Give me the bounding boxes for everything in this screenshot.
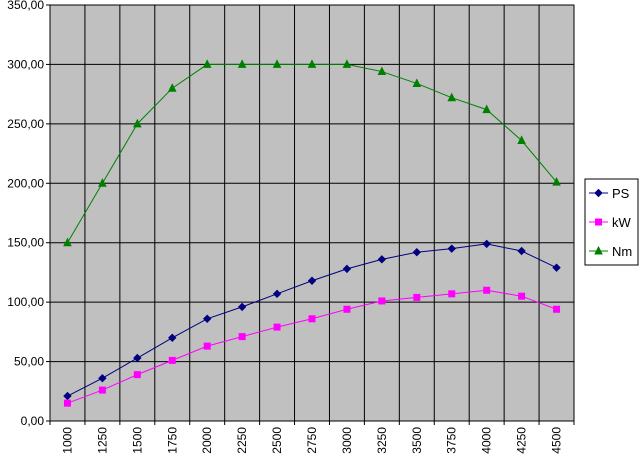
- x-tick-label: 1500: [130, 427, 144, 454]
- data-point-marker: [342, 59, 352, 68]
- data-point-marker: [412, 248, 422, 257]
- series-lines: [63, 59, 561, 407]
- x-tick-label: 1750: [165, 427, 179, 454]
- x-tick-label: 3500: [410, 427, 424, 454]
- gridlines: [50, 5, 574, 421]
- x-tick-label: 3750: [445, 427, 459, 454]
- data-point-marker: [168, 333, 177, 343]
- y-tick-label: 300,00: [7, 57, 44, 71]
- series-kw: [63, 286, 561, 407]
- x-tick-label: 2250: [235, 427, 249, 454]
- legend-label: Nm: [612, 244, 632, 259]
- data-point-marker: [133, 371, 141, 379]
- data-point-marker: [482, 239, 491, 249]
- y-axis-tick-labels: 0,00 50,00 100,00 150,00 200,00 250,00 300,00 3…: [7, 0, 50, 428]
- data-point-marker: [63, 237, 72, 247]
- x-tick-label: 1000: [60, 427, 74, 454]
- data-point-marker: [273, 323, 281, 331]
- series-ps: [63, 239, 561, 401]
- data-point-marker: [167, 83, 177, 92]
- data-point-marker: [98, 374, 107, 383]
- y-tick-label: 0,00: [21, 414, 45, 428]
- data-point-marker: [517, 246, 526, 256]
- x-tick-label: 4250: [515, 427, 529, 454]
- x-tick-label: 4000: [480, 427, 494, 454]
- data-point-marker: [518, 292, 526, 300]
- data-point-marker: [517, 135, 526, 144]
- data-point-marker: [308, 315, 316, 323]
- y-tick-label: 100,00: [7, 295, 44, 309]
- legend-item-kw: kW: [589, 215, 632, 230]
- data-point-marker: [237, 302, 247, 312]
- plot-area: [49, 4, 575, 422]
- x-tick-label: 2000: [200, 427, 214, 454]
- x-tick-label: 3250: [375, 427, 389, 454]
- y-tick-label: 50,00: [14, 355, 44, 369]
- data-point-marker: [594, 245, 603, 255]
- data-point-marker: [342, 264, 352, 274]
- data-point-marker: [377, 66, 387, 76]
- y-tick-label: 150,00: [7, 236, 44, 250]
- legend: PS kW Nm: [584, 178, 639, 266]
- data-point-marker: [412, 78, 422, 87]
- x-tick-label: 1250: [95, 427, 109, 454]
- x-tick-label: 3000: [340, 427, 354, 454]
- data-point-marker: [343, 305, 351, 313]
- data-point-marker: [447, 244, 456, 253]
- data-point-marker: [98, 386, 106, 394]
- data-point-marker: [307, 276, 317, 285]
- data-point-marker: [237, 59, 247, 68]
- data-point-marker: [307, 59, 317, 68]
- data-point-marker: [483, 286, 491, 294]
- data-point-marker: [272, 289, 282, 299]
- series-nm: [63, 59, 561, 247]
- data-point-marker: [378, 297, 386, 305]
- data-point-marker: [594, 188, 603, 198]
- data-point-marker: [447, 92, 457, 102]
- legend-item-ps: PS: [589, 186, 630, 201]
- data-point-marker: [413, 293, 421, 301]
- y-tick-label: 200,00: [7, 176, 44, 190]
- legend-label: PS: [612, 186, 630, 201]
- data-point-marker: [595, 218, 602, 226]
- x-tick-label: 2500: [270, 427, 284, 454]
- x-tick-label: 2750: [305, 427, 319, 454]
- data-point-marker: [553, 305, 561, 313]
- data-point-marker: [63, 391, 72, 401]
- data-point-marker: [552, 263, 561, 272]
- data-point-marker: [482, 104, 491, 114]
- data-point-marker: [133, 118, 142, 128]
- y-tick-label: 350,00: [7, 0, 44, 12]
- data-point-marker: [202, 59, 212, 68]
- y-tick-label: 250,00: [7, 117, 44, 131]
- data-point-marker: [377, 255, 387, 264]
- data-point-marker: [133, 353, 142, 363]
- data-point-marker: [552, 176, 561, 186]
- data-point-marker: [98, 178, 107, 187]
- data-point-marker: [238, 333, 246, 341]
- legend-label: kW: [612, 215, 632, 230]
- x-axis-tick-labels: 1000 1250 1500 1750 2000 2250 2500 2750 3000 3250…: [49, 421, 575, 454]
- data-point-marker: [272, 59, 282, 68]
- x-tick-label: 4500: [550, 427, 564, 454]
- data-point-marker: [448, 290, 456, 298]
- data-point-marker: [63, 399, 71, 407]
- data-point-marker: [168, 356, 176, 364]
- data-point-marker: [203, 342, 211, 350]
- data-point-marker: [202, 314, 212, 323]
- legend-item-nm: Nm: [589, 244, 632, 259]
